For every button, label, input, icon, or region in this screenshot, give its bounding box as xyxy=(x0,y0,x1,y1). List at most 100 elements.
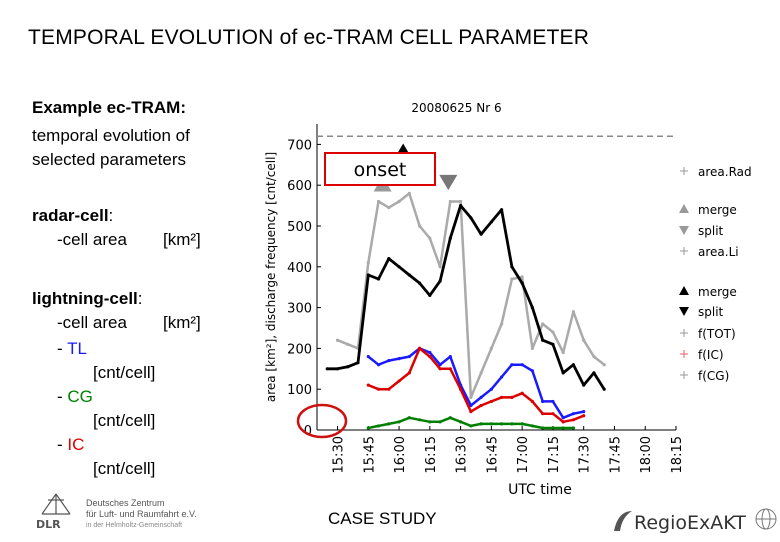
series-point xyxy=(407,371,411,375)
series-point xyxy=(366,261,370,265)
chart-container: 20080625 Nr 6 0 100 200 300 400 500 600 700 15:30… xyxy=(258,92,780,502)
series-point xyxy=(397,420,401,424)
series-point xyxy=(469,410,473,414)
example-line-1: temporal evolution of xyxy=(32,126,190,145)
split-marker xyxy=(439,174,458,191)
dlr-logo-line-2: für Luft- und Raumfahrt e.V. xyxy=(86,509,197,519)
ic-prefix: - xyxy=(57,435,68,454)
x-axis-label: UTC time xyxy=(508,482,572,498)
series-point xyxy=(541,338,545,342)
series-point xyxy=(469,395,473,399)
series-point xyxy=(571,363,576,367)
series-point xyxy=(428,354,432,359)
series-point xyxy=(376,199,381,204)
series-point xyxy=(551,426,555,430)
x-tick-label: 18:00 xyxy=(639,436,654,473)
series-point xyxy=(551,399,555,404)
y-tick-label: 400 xyxy=(287,261,312,276)
lightning-heading-row: lightning-cell: xyxy=(32,288,143,310)
series-point xyxy=(479,403,483,408)
series-point xyxy=(582,383,586,387)
series-point xyxy=(541,426,545,430)
series-point xyxy=(387,257,391,261)
series-point xyxy=(438,367,442,371)
series-point xyxy=(530,306,534,310)
legend-label: area.Li xyxy=(698,245,739,259)
series-point xyxy=(397,379,401,383)
legend-label: merge xyxy=(698,203,737,217)
y-tick-label: 700 xyxy=(287,138,312,153)
dlr-logo-line-3: in der Helmholtz-Gemeinschaft xyxy=(86,522,183,529)
series-point xyxy=(541,399,545,404)
series-point xyxy=(325,367,329,371)
ic-row: - IC xyxy=(57,434,84,456)
series-point xyxy=(346,365,350,369)
cg-row: - CG xyxy=(57,386,93,408)
series-point xyxy=(530,369,534,373)
footer-case-study: CASE STUDY xyxy=(328,509,437,528)
series-point xyxy=(520,422,524,426)
example-line-2: selected parameters xyxy=(32,150,187,169)
series-point xyxy=(459,204,463,208)
series-point xyxy=(376,363,381,367)
lightning-colon: : xyxy=(137,289,143,308)
series-point xyxy=(520,391,524,395)
series-point xyxy=(592,371,596,375)
dlr-logo-line-1: Deutsches Zentrum xyxy=(86,498,165,508)
series-point xyxy=(561,371,565,375)
dlr-logo: DLR Deutsches Zentrum für Luft- und Raum… xyxy=(28,490,218,536)
series-point xyxy=(571,310,576,314)
series-point xyxy=(397,199,401,204)
legend-label: split xyxy=(698,224,724,238)
x-tick-label: 15:45 xyxy=(362,436,377,473)
series-point xyxy=(376,277,381,281)
series-point xyxy=(489,220,493,224)
series-point xyxy=(592,354,596,359)
lightning-heading: lightning-cell xyxy=(32,289,138,308)
series-point xyxy=(366,354,370,359)
series-point xyxy=(366,273,370,277)
chart-title: 20080625 Nr 6 xyxy=(411,101,501,115)
series-point xyxy=(541,412,545,416)
series-point xyxy=(520,275,524,279)
series-point xyxy=(428,350,432,355)
series-point xyxy=(561,426,565,430)
series-line-2 xyxy=(327,204,606,390)
legend-marker xyxy=(679,226,689,235)
series-point xyxy=(407,354,411,359)
series-point xyxy=(428,420,432,424)
series-point xyxy=(459,199,463,204)
legend-label: area.Rad xyxy=(698,165,752,179)
series-point xyxy=(366,426,370,430)
series-point xyxy=(428,236,432,240)
tl-unit: [cnt/cell] xyxy=(93,363,156,382)
regioexakt-logo: RegioExAKT xyxy=(608,505,778,537)
onset-ellipse xyxy=(296,403,348,439)
series-point xyxy=(561,350,565,355)
series-point xyxy=(510,363,514,367)
tl-row: - TL xyxy=(57,338,87,360)
series-point xyxy=(335,367,340,371)
tl-prefix: - xyxy=(57,339,68,358)
y-tick-label: 0 xyxy=(304,424,312,439)
series-point xyxy=(469,216,473,220)
dlr-logo-mark: DLR xyxy=(36,493,71,531)
example-heading: Example ec-TRAM: xyxy=(32,98,186,117)
series-point xyxy=(489,422,493,426)
series-point xyxy=(407,416,411,420)
series-point xyxy=(489,399,493,404)
x-tick-label: 17:00 xyxy=(516,436,531,473)
series-point xyxy=(571,426,576,430)
x-tick-label: 16:15 xyxy=(424,436,439,473)
series-point xyxy=(376,387,381,391)
series-point xyxy=(582,414,586,418)
x-tick-label: 16:00 xyxy=(393,436,408,473)
slide-title: TEMPORAL EVOLUTION of ec-TRAM CELL PARAM… xyxy=(28,26,590,49)
legend-marker xyxy=(679,286,689,295)
series-point xyxy=(459,387,463,391)
series-point xyxy=(407,191,411,195)
series-point xyxy=(582,338,586,342)
series-point xyxy=(500,422,504,426)
series-point xyxy=(510,395,514,399)
series-point xyxy=(551,412,555,416)
